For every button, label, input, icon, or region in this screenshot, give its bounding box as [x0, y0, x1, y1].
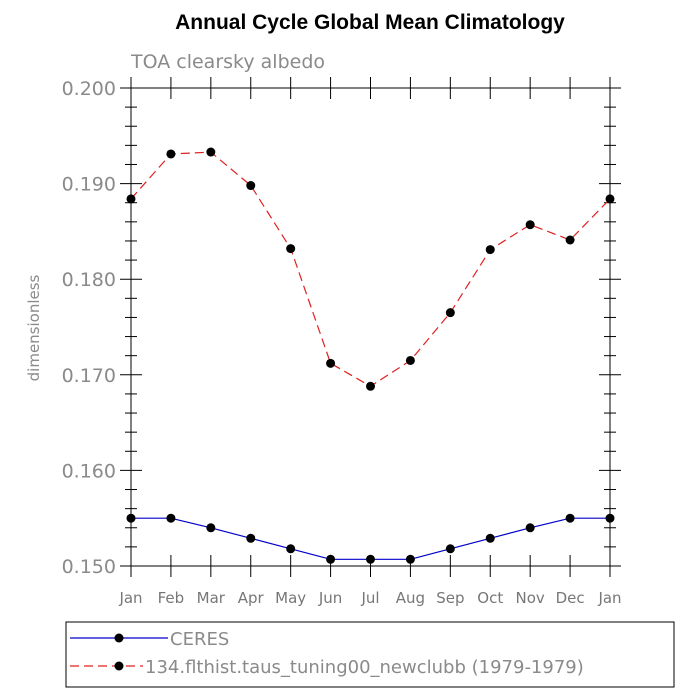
x-tick-label: May — [275, 589, 306, 607]
y-tick-label: 0.160 — [62, 460, 116, 482]
series-line-1 — [130, 151, 611, 388]
data-point-series-1 — [166, 149, 176, 159]
x-tick-label: Aug — [396, 589, 425, 607]
data-point-series-0 — [286, 544, 296, 554]
data-point-series-0 — [485, 533, 495, 543]
series-line-0 — [131, 517, 610, 560]
y-tick-label: 0.170 — [62, 365, 116, 387]
y-axis-label: dimensionless — [25, 274, 43, 381]
data-point-series-0 — [445, 544, 455, 554]
data-point-series-1 — [246, 181, 256, 191]
x-tick-label: Jan — [118, 589, 142, 607]
data-point-series-1 — [485, 245, 495, 255]
data-point-series-1 — [565, 235, 575, 245]
data-point-series-0 — [206, 523, 216, 533]
data-point-series-1 — [326, 358, 336, 368]
legend-label-ceres: CERES — [170, 629, 229, 650]
x-tick-label: Jun — [318, 589, 342, 607]
data-point-series-0 — [246, 533, 256, 543]
x-tick-label: Feb — [158, 589, 185, 607]
series-lines — [130, 151, 611, 560]
data-point-series-0 — [525, 523, 535, 533]
y-tick-labels: 0.150 0.160 0.170 0.180 0.190 0.200 — [62, 78, 116, 578]
legend-label-model: 134.flthist.taus_tuning00_newclubb (1979… — [145, 657, 584, 678]
x-tick-label: Dec — [556, 589, 585, 607]
y-tick-label: 0.180 — [62, 269, 116, 291]
data-point-series-1 — [405, 355, 415, 365]
data-point-series-1 — [445, 308, 455, 318]
legend: CERES 134.flthist.taus_tuning00_newclubb… — [65, 621, 675, 688]
y-tick-label: 0.190 — [62, 174, 116, 196]
legend-marker-model — [114, 661, 124, 671]
series-points — [126, 147, 615, 564]
x-tick-label: Sep — [436, 589, 464, 607]
data-point-series-0 — [166, 513, 176, 523]
data-point-series-1 — [366, 381, 375, 391]
data-point-series-0 — [405, 554, 415, 564]
plot-frame — [130, 87, 611, 567]
data-point-series-0 — [565, 513, 575, 523]
y-tick-label: 0.150 — [62, 556, 116, 578]
x-tick-label: Jan — [597, 589, 621, 607]
data-point-series-1 — [206, 147, 216, 157]
axis-ticks — [120, 77, 621, 577]
data-point-series-1 — [286, 244, 296, 254]
data-point-series-0 — [366, 554, 375, 564]
x-tick-label: Jul — [360, 589, 379, 607]
legend-marker-ceres — [114, 633, 124, 643]
legend-box — [65, 621, 675, 688]
x-tick-label: Nov — [516, 589, 545, 607]
chart-title: Annual Cycle Global Mean Climatology — [175, 11, 565, 34]
x-tick-label: Oct — [477, 589, 503, 607]
y-tick-label: 0.200 — [62, 78, 116, 100]
x-tick-label: Mar — [197, 589, 226, 607]
x-tick-label: Apr — [238, 589, 265, 607]
data-point-series-1 — [525, 220, 535, 230]
data-point-series-0 — [326, 554, 336, 564]
chart-subtitle: TOA clearsky albedo — [130, 51, 325, 73]
x-tick-labels: Jan Feb Mar Apr May Jun Jul Aug Sep Oct Nov Dec Jan — [118, 589, 621, 607]
